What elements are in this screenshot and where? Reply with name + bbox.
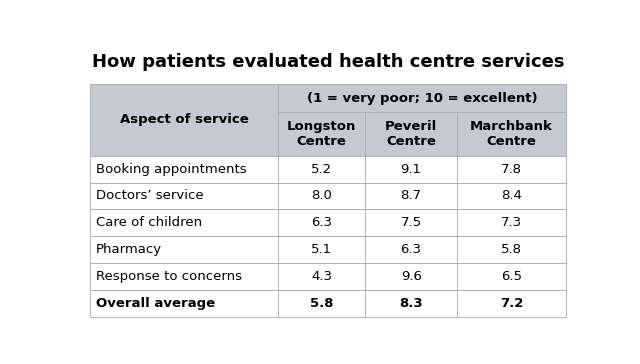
Bar xyxy=(90,156,278,182)
Text: Aspect of service: Aspect of service xyxy=(120,114,248,126)
Text: 5.1: 5.1 xyxy=(311,243,332,256)
Text: (1 = very poor; 10 = excellent): (1 = very poor; 10 = excellent) xyxy=(307,92,538,105)
Bar xyxy=(278,182,365,209)
Text: 6.3: 6.3 xyxy=(401,243,422,256)
Bar xyxy=(278,290,365,317)
Bar xyxy=(457,112,566,156)
Text: Care of children: Care of children xyxy=(96,216,202,229)
Text: 9.6: 9.6 xyxy=(401,270,422,283)
Text: 8.0: 8.0 xyxy=(312,189,332,202)
Bar xyxy=(457,290,566,317)
Text: 8.4: 8.4 xyxy=(501,189,522,202)
Text: 7.5: 7.5 xyxy=(401,216,422,229)
Text: 8.3: 8.3 xyxy=(399,297,423,310)
Text: Pharmacy: Pharmacy xyxy=(96,243,162,256)
Text: Marchbank
Centre: Marchbank Centre xyxy=(470,120,553,148)
Bar xyxy=(278,84,566,112)
Bar xyxy=(278,112,365,156)
Bar xyxy=(365,236,457,263)
Text: 5.8: 5.8 xyxy=(501,243,522,256)
Bar xyxy=(90,182,278,209)
Text: 6.3: 6.3 xyxy=(311,216,332,229)
Text: 7.8: 7.8 xyxy=(501,163,522,175)
Bar xyxy=(90,236,278,263)
Text: 9.1: 9.1 xyxy=(401,163,422,175)
Bar xyxy=(457,263,566,290)
Text: How patients evaluated health centre services: How patients evaluated health centre ser… xyxy=(92,54,564,71)
Text: 8.7: 8.7 xyxy=(401,189,422,202)
Text: 5.8: 5.8 xyxy=(310,297,333,310)
Bar xyxy=(90,263,278,290)
Text: Peveril
Centre: Peveril Centre xyxy=(385,120,437,148)
Bar xyxy=(278,156,365,182)
Text: 4.3: 4.3 xyxy=(311,270,332,283)
Bar xyxy=(90,290,278,317)
Text: Doctors’ service: Doctors’ service xyxy=(96,189,204,202)
Bar xyxy=(365,182,457,209)
Bar xyxy=(365,156,457,182)
Bar xyxy=(365,290,457,317)
Text: Longston
Centre: Longston Centre xyxy=(287,120,356,148)
Text: 7.3: 7.3 xyxy=(501,216,522,229)
Text: Booking appointments: Booking appointments xyxy=(96,163,246,175)
Bar xyxy=(457,209,566,236)
Bar xyxy=(365,112,457,156)
Bar xyxy=(457,236,566,263)
Bar xyxy=(90,84,278,156)
Bar xyxy=(457,182,566,209)
Bar xyxy=(278,236,365,263)
Text: 6.5: 6.5 xyxy=(501,270,522,283)
Bar xyxy=(457,156,566,182)
Bar xyxy=(278,209,365,236)
Bar xyxy=(365,209,457,236)
Bar xyxy=(278,263,365,290)
Text: Response to concerns: Response to concerns xyxy=(96,270,242,283)
Bar xyxy=(90,209,278,236)
Text: 5.2: 5.2 xyxy=(311,163,332,175)
Bar xyxy=(365,263,457,290)
Text: 7.2: 7.2 xyxy=(500,297,524,310)
Text: Overall average: Overall average xyxy=(96,297,215,310)
